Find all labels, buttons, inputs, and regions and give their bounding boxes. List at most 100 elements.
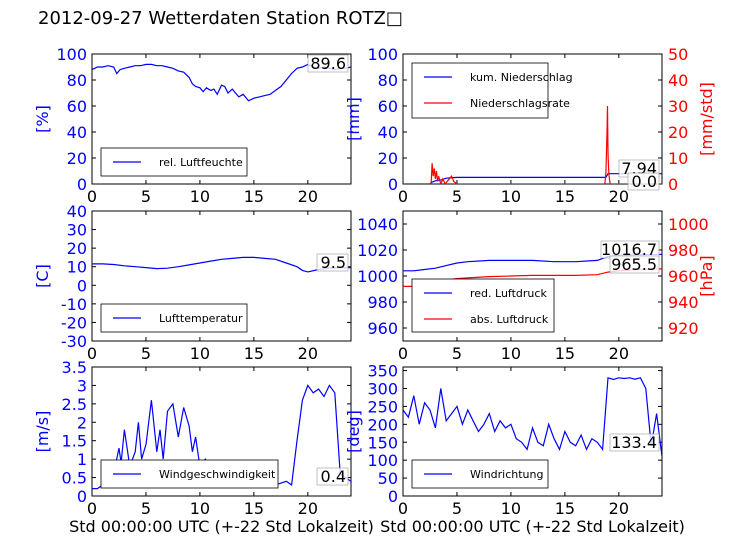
y-axis-label: [mm] <box>344 97 363 141</box>
x-tick-label: 5 <box>452 344 462 363</box>
y-tick-label: -10 <box>61 295 87 314</box>
x-tick-label: 20 <box>609 187 629 206</box>
y-tick-label: 980 <box>367 293 398 312</box>
y-tick-label: 0 <box>77 276 87 295</box>
x-tick-label: 5 <box>141 187 151 206</box>
series-line <box>403 105 662 184</box>
x-tick-label: 5 <box>141 344 151 363</box>
y-tick-label: 60 <box>378 97 398 116</box>
annotation-box <box>316 467 349 486</box>
y-right-tick-label: 1000 <box>668 215 709 234</box>
x-axis-label: Std 00:00:00 UTC (+-22 Std Lokalzeit) <box>69 517 374 536</box>
y-axis-label: [m/s] <box>33 411 52 453</box>
y-tick-label: 0 <box>77 487 87 506</box>
x-tick-label: 10 <box>501 344 521 363</box>
y-tick-label: 30 <box>67 221 87 240</box>
y-tick-label: 100 <box>367 45 398 64</box>
y-tick-label: 100 <box>367 451 398 470</box>
y-right-tick-label: 980 <box>668 241 699 260</box>
x-tick-label: 10 <box>190 344 210 363</box>
y-right-tick-label: 920 <box>668 319 699 338</box>
legend-box <box>411 278 555 333</box>
y-tick-label: 0 <box>388 175 398 194</box>
y-tick-label: 250 <box>367 397 398 416</box>
annotation-label: 0.0 <box>632 172 657 191</box>
y-tick-label: 350 <box>367 362 398 381</box>
y-right-tick-label: 10 <box>668 149 688 168</box>
y-tick-label: 1 <box>77 450 87 469</box>
y-right-tick-label: 50 <box>668 45 688 64</box>
y-right-tick-label: 30 <box>668 97 688 116</box>
y-tick-label: 80 <box>378 71 398 90</box>
x-tick-label: 15 <box>244 499 264 518</box>
y-tick-label: 0 <box>77 175 87 194</box>
x-tick-label: 0 <box>398 187 408 206</box>
plot-frame <box>402 366 663 497</box>
y-tick-label: 3.5 <box>62 358 87 377</box>
y-right-axis-label: [hPa] <box>697 255 716 296</box>
y-tick-label: 1020 <box>357 241 398 260</box>
x-tick-label: 5 <box>141 499 151 518</box>
y-tick-label: 40 <box>67 123 87 142</box>
y-tick-label: 20 <box>67 149 87 168</box>
x-tick-label: 20 <box>298 344 318 363</box>
x-tick-label: 0 <box>398 344 408 363</box>
x-tick-label: 5 <box>452 499 462 518</box>
series-line <box>92 63 351 102</box>
legend-label: red. Luftdruck <box>470 287 547 300</box>
y-right-axis-label: [mm/std] <box>697 82 716 156</box>
annotation-box <box>307 54 349 73</box>
y-tick-label: 960 <box>367 319 398 338</box>
annotation-box <box>316 253 349 272</box>
x-tick-label: 5 <box>452 187 462 206</box>
annotation-box <box>609 433 660 452</box>
x-tick-label: 10 <box>190 499 210 518</box>
legend-label: Windgeschwindigkeit <box>159 468 276 481</box>
x-tick-label: 15 <box>244 344 264 363</box>
y-tick-label: 20 <box>67 239 87 258</box>
y-tick-label: 60 <box>67 97 87 116</box>
y-tick-label: 0.5 <box>62 469 87 488</box>
annotation-label: 9.5 <box>321 253 346 272</box>
y-right-tick-label: 20 <box>668 123 688 142</box>
panel-temperature: 0 5 10 15 20-30-20-10010203040[C]Lufttempera… <box>33 202 352 363</box>
annotation-label: 965.5 <box>611 255 657 274</box>
y-tick-label: 40 <box>378 123 398 142</box>
y-tick-label: 150 <box>367 433 398 452</box>
x-tick-label: 10 <box>501 499 521 518</box>
y-tick-label: 100 <box>56 45 87 64</box>
panel-wind: 0 5 10 15 20 00.511.522.533.5 [m/s] Std 00:00:0… <box>33 358 374 536</box>
x-tick-label: 20 <box>298 499 318 518</box>
legend-box <box>411 62 549 119</box>
y-tick-label: 80 <box>67 71 87 90</box>
legend-label: Windrichtung <box>470 468 543 481</box>
annotation-box <box>627 172 660 191</box>
x-tick-label: 15 <box>244 187 264 206</box>
legend-label: rel. Luftfeuchte <box>159 156 243 169</box>
x-tick-label: 0 <box>87 499 97 518</box>
x-axis-label: Std 00:00:00 UTC (+-22 Std Lokalzeit) <box>380 517 685 536</box>
x-tick-label: 20 <box>298 187 318 206</box>
y-tick-label: 1000 <box>357 267 398 286</box>
x-tick-label: 0 <box>398 499 408 518</box>
y-tick-label: -20 <box>61 313 87 332</box>
plot-frame <box>91 210 352 342</box>
legend-label: kum. Niederschlag <box>470 71 573 84</box>
y-tick-label: 2.5 <box>62 395 87 414</box>
x-tick-label: 15 <box>555 499 575 518</box>
chart-title: 2012-09-27 Wetterdaten Station ROTZ□ <box>38 8 403 29</box>
y-tick-label: 10 <box>67 258 87 277</box>
plot-frame <box>91 366 352 497</box>
y-tick-label: 40 <box>67 202 87 221</box>
legend-label: abs. Luftdruck <box>470 313 549 326</box>
x-tick-label: 10 <box>501 187 521 206</box>
y-right-tick-label: 40 <box>668 71 688 90</box>
y-tick-label: 3 <box>77 376 87 395</box>
y-tick-label: 200 <box>367 415 398 434</box>
y-right-tick-label: 940 <box>668 293 699 312</box>
y-tick-label: 300 <box>367 380 398 399</box>
